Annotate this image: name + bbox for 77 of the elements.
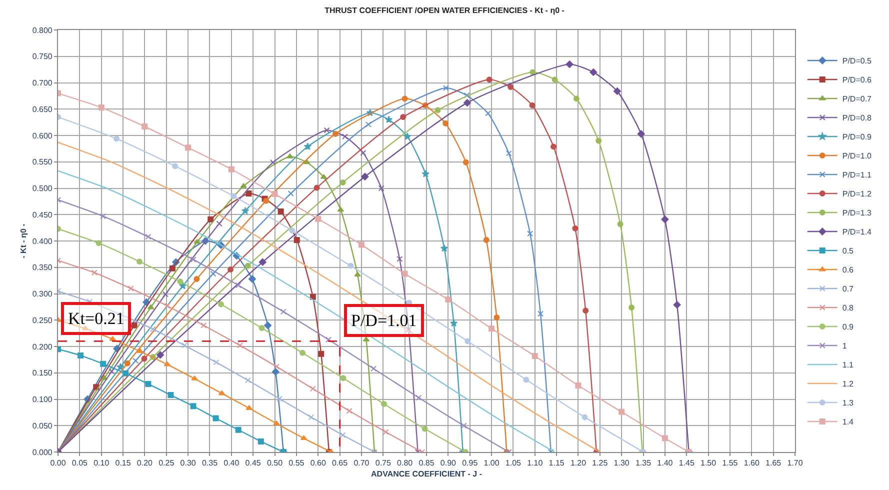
- x-tick-label: 1.50: [700, 458, 717, 468]
- x-tick-label: 1.25: [592, 458, 608, 468]
- x-tick-label: 1.10: [527, 458, 544, 468]
- x-tick-label: 1.40: [657, 458, 674, 468]
- x-tick-label: 1.05: [505, 458, 522, 468]
- y-tick-label: 0.250: [32, 316, 53, 325]
- x-tick-label: 0.85: [418, 458, 435, 468]
- legend-label: P/D=1.4: [842, 228, 872, 237]
- x-tick-label: 0.45: [245, 458, 262, 468]
- legend-label: P/D=1.2: [842, 190, 872, 199]
- x-tick-label: 0.30: [180, 458, 196, 468]
- legend-label: P/D=0.5: [842, 56, 872, 66]
- x-tick-label: 0.60: [310, 458, 326, 468]
- y-tick-label: 0.000: [32, 448, 53, 457]
- y-tick-label: 0.200: [32, 342, 53, 352]
- legend-label: P/D=1.1: [842, 170, 872, 180]
- x-tick-label: 1.45: [678, 458, 695, 468]
- legend-label: P/D=0.8: [842, 114, 872, 123]
- x-tick-label: 1.35: [635, 458, 652, 468]
- legend-label: P/D=0.6: [842, 76, 872, 85]
- x-tick-label: 1.00: [484, 458, 500, 468]
- annotation: Kt=0.21: [68, 309, 124, 328]
- y-tick-label: 0.500: [32, 184, 53, 194]
- legend-label: 1: [842, 342, 848, 351]
- legend-label: P/D=1.0: [842, 152, 872, 161]
- y-tick-label: 0.750: [32, 52, 53, 62]
- x-tick-label: 0.40: [224, 458, 240, 468]
- x-tick-label: 0.95: [462, 458, 478, 468]
- legend-label: 1.4: [842, 418, 854, 427]
- legend-label: 0.9: [842, 322, 854, 332]
- y-tick-label: 0.400: [32, 236, 53, 246]
- legend-label: 0.6: [842, 266, 854, 275]
- y-tick-label: 0.600: [32, 131, 53, 140]
- legend-label: 0.7: [842, 284, 854, 294]
- y-axis-title: - Kt - η0 -: [19, 223, 28, 258]
- legend-label: P/D=0.7: [842, 94, 872, 104]
- x-tick-label: 0.80: [397, 458, 414, 468]
- x-tick-label: 1.70: [787, 458, 804, 468]
- x-tick-label: 1.65: [766, 458, 782, 468]
- y-tick-label: 0.700: [32, 78, 53, 88]
- x-tick-label: 0.20: [136, 458, 154, 468]
- y-tick-label: 0.450: [32, 210, 53, 220]
- y-tick-label: 0.100: [32, 395, 53, 404]
- x-tick-label: 0.75: [375, 458, 392, 468]
- x-tick-label: 1.15: [548, 458, 565, 468]
- y-tick-label: 0.800: [32, 26, 53, 35]
- x-tick-label: 0.35: [202, 458, 218, 468]
- x-tick-label: 0.10: [94, 458, 110, 468]
- y-tick-label: 0.550: [32, 158, 53, 167]
- legend-label: 1.3: [842, 398, 854, 408]
- y-tick-label: 0.300: [32, 290, 53, 299]
- legend-label: 0.8: [842, 304, 854, 313]
- x-tick-label: 0.50: [266, 458, 284, 468]
- legend-label: P/D=1.3: [842, 208, 872, 218]
- x-tick-label: 1.55: [722, 458, 738, 468]
- annotation: P/D=1.01: [351, 311, 417, 330]
- legend-label: 1.2: [842, 380, 854, 389]
- x-tick-label: 0.70: [354, 458, 370, 468]
- legend-label: 1.1: [842, 360, 854, 370]
- y-tick-label: 0.050: [32, 421, 53, 430]
- x-tick-label: 0.00: [50, 458, 66, 468]
- x-tick-label: 0.05: [72, 458, 88, 468]
- x-tick-label: 1.20: [570, 458, 587, 468]
- x-tick-label: 0.65: [332, 458, 348, 468]
- x-tick-label: 1.60: [744, 458, 760, 468]
- x-tick-label: 1.30: [614, 458, 630, 468]
- y-tick-label: 0.150: [32, 368, 53, 378]
- x-axis-title: ADVANCE COEFFICIENT - J -: [371, 470, 482, 479]
- x-tick-label: 0.25: [158, 458, 175, 468]
- x-tick-label: 0.90: [440, 458, 457, 468]
- legend-label: 0.5: [842, 246, 854, 256]
- x-tick-label: 0.55: [288, 458, 305, 468]
- y-tick-label: 0.650: [32, 104, 53, 114]
- x-tick-label: 0.15: [115, 458, 132, 468]
- y-tick-label: 0.350: [32, 263, 53, 272]
- legend-label: P/D=0.9: [842, 132, 872, 142]
- chart-title: THRUST COEFFICIENT /OPEN WATER EFFICIENCIES - Kt - η0 -: [324, 6, 565, 15]
